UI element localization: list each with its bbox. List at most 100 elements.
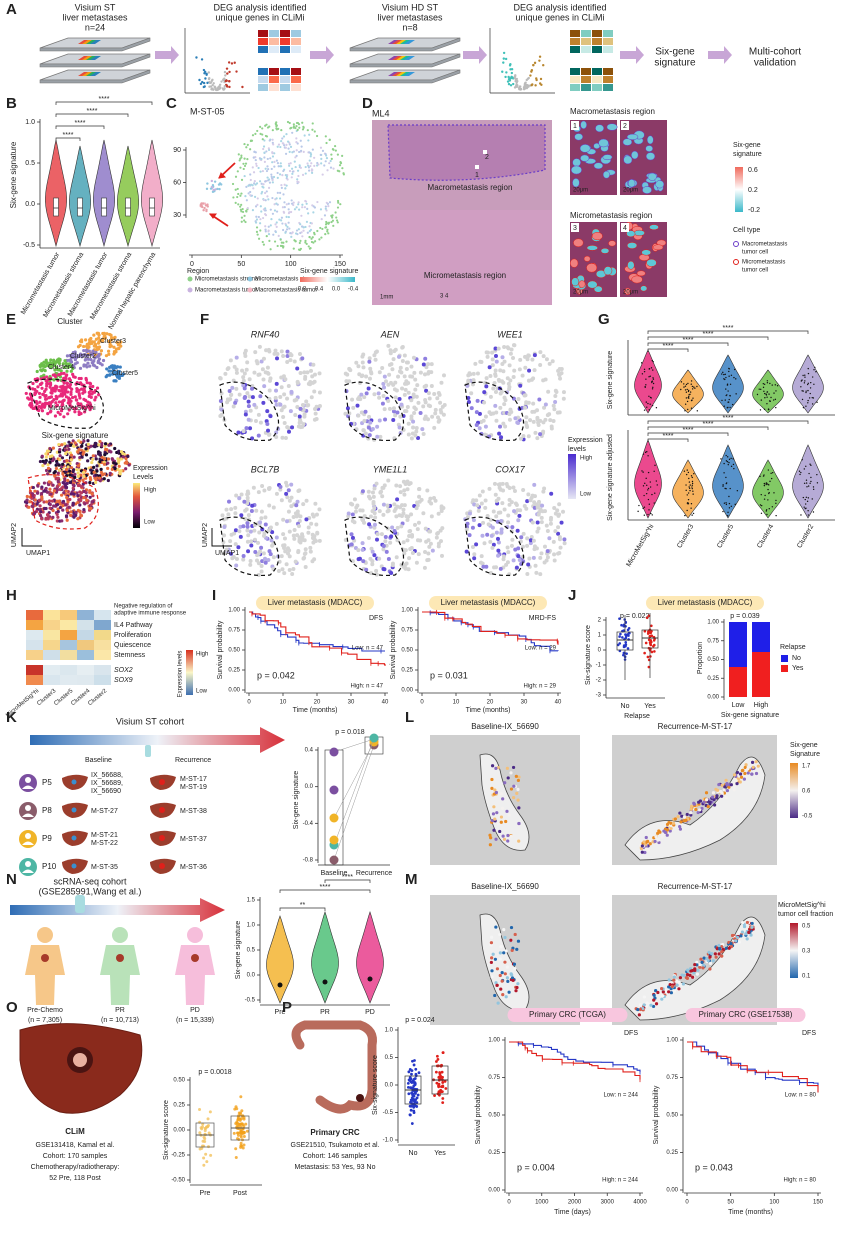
spot: [263, 191, 267, 195]
spot: [697, 800, 701, 804]
cell-dot: [651, 493, 653, 496]
cell-dot: [517, 367, 522, 372]
sample-dot: [329, 813, 339, 823]
spot: [274, 230, 277, 233]
x-tick-label: 20: [314, 700, 321, 706]
cell-dot: [424, 383, 429, 388]
spot: [510, 948, 514, 953]
cell-dot: [802, 390, 804, 392]
cell-dot: [409, 414, 414, 419]
cell-dot: [36, 385, 40, 389]
legend-title: Six-gene signature: [300, 268, 358, 275]
cell-dot: [265, 422, 270, 427]
cell-dot: [53, 470, 57, 474]
cell-dot: [547, 412, 552, 417]
cell-dot: [283, 549, 288, 554]
spot: [732, 782, 736, 786]
cell-dot: [505, 376, 510, 381]
spot: [492, 805, 496, 809]
cell-dot: [349, 542, 354, 547]
cell-dot: [764, 397, 766, 399]
patient-icon: [22, 785, 34, 789]
cell-dot: [48, 361, 52, 365]
cell-dot: [652, 386, 654, 389]
cell-dot: [511, 374, 516, 379]
sample-id: IX_56690: [91, 788, 121, 795]
cell-dot: [361, 559, 366, 564]
cell-dot: [107, 352, 111, 356]
cell-dot: [735, 393, 737, 395]
spot: [490, 818, 495, 823]
cell-dot: [238, 534, 243, 539]
row-label: IL4 Pathway: [114, 622, 153, 629]
cell-dot: [313, 501, 318, 506]
cell-dot: [652, 378, 655, 380]
cell-dot: [377, 395, 382, 400]
spot: [499, 815, 504, 819]
cell-dot: [274, 521, 279, 526]
y-tick-label: -0.8: [303, 858, 314, 864]
spot: [276, 191, 279, 194]
axis-title: Six-signature score: [163, 1100, 170, 1160]
cell-dot: [494, 359, 499, 364]
heat-cell: [26, 650, 43, 660]
cell-dot: [806, 500, 809, 503]
cell-dot: [643, 514, 646, 516]
spot: [309, 228, 313, 231]
cell-dot: [41, 463, 45, 468]
cell: [580, 154, 590, 162]
spot: [663, 830, 668, 835]
cell-dot: [350, 535, 355, 540]
cell-dot: [435, 396, 440, 401]
cell-dot: [99, 470, 103, 474]
cell-dot: [769, 480, 771, 483]
spot: [309, 246, 312, 250]
cell-dot: [382, 407, 387, 412]
cell: [606, 123, 618, 131]
spot: [308, 225, 311, 228]
cell-dot: [121, 455, 125, 459]
cell-dot: [49, 383, 53, 387]
spot: [268, 181, 272, 184]
panel-letter: M: [405, 871, 418, 888]
cell-dot: [90, 353, 94, 357]
volcano-dot: [202, 81, 206, 85]
cell-dot: [535, 505, 540, 510]
cell-dot: [281, 405, 286, 410]
cell-dot: [552, 558, 557, 563]
spot: [665, 833, 669, 837]
cell-dot: [107, 339, 111, 343]
cell-dot: [536, 526, 541, 531]
volcano-dot: [221, 87, 225, 90]
cell-dot: [768, 492, 770, 495]
cell-dot: [49, 358, 53, 362]
spot-label: 4: [445, 294, 449, 300]
cell-dot: [73, 375, 77, 379]
cell-dot: [60, 486, 64, 490]
cell-dot: [494, 418, 499, 423]
cell-dot: [387, 372, 392, 377]
cell-dot: [55, 502, 60, 507]
cell-dot: [375, 424, 380, 429]
cell-dot: [499, 518, 504, 523]
cell-dot: [472, 502, 477, 507]
cell-dot: [810, 464, 812, 467]
cell-dot: [809, 482, 811, 484]
cell-dot: [38, 513, 43, 518]
cell-dot: [232, 364, 237, 369]
tissue: [86, 56, 97, 60]
heat-cell: [94, 675, 111, 685]
cell-dot: [803, 506, 805, 508]
spot: [506, 979, 510, 984]
cell-dot: [68, 378, 72, 382]
cell-dot: [69, 458, 73, 462]
tissue: [396, 56, 407, 60]
cell: [633, 229, 645, 237]
cell-dot: [725, 502, 727, 504]
cell-dot: [435, 530, 440, 535]
spot: [285, 203, 288, 206]
cell-dot: [76, 464, 80, 468]
cell-dot: [394, 514, 399, 519]
outline: [27, 474, 99, 530]
cell-dot: [94, 457, 98, 461]
